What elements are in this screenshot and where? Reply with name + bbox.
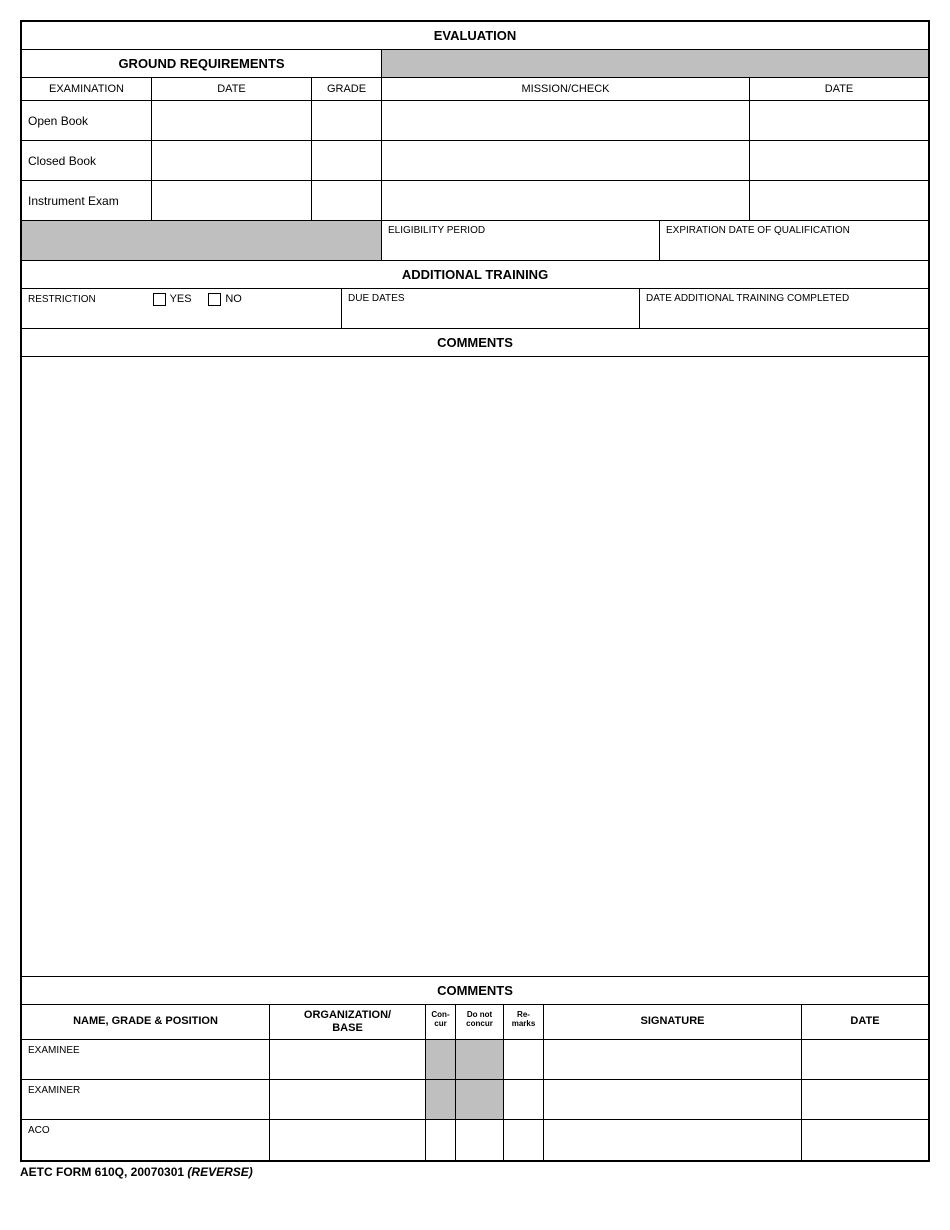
- ground-requirements-header: GROUND REQUIREMENTS: [22, 50, 382, 78]
- sig-aco-label: ACO: [22, 1120, 270, 1160]
- sig-aco-dnc[interactable]: [456, 1120, 504, 1160]
- open-book-mission[interactable]: [382, 101, 750, 141]
- instrument-mission[interactable]: [382, 181, 750, 221]
- closed-book-date2[interactable]: [750, 141, 928, 181]
- evaluation-title: EVALUATION: [22, 22, 928, 50]
- instrument-date2[interactable]: [750, 181, 928, 221]
- expiration-label: EXPIRATION DATE OF QUALIFICATION: [660, 221, 928, 261]
- row-open-book-label: Open Book: [22, 101, 152, 141]
- col-grade: GRADE: [312, 78, 382, 101]
- footer-reverse: (REVERSE): [187, 1165, 252, 1179]
- sig-examiner-date[interactable]: [802, 1080, 928, 1120]
- col-date: DATE: [152, 78, 312, 101]
- instrument-date[interactable]: [152, 181, 312, 221]
- closed-book-date[interactable]: [152, 141, 312, 181]
- restriction-yes-label: YES: [170, 293, 192, 305]
- sig-examiner-remarks[interactable]: [504, 1080, 544, 1120]
- restriction-no-checkbox[interactable]: [208, 293, 221, 306]
- eligibility-grey-spacer: [22, 221, 382, 261]
- ground-req-grey-spacer: [382, 50, 928, 78]
- footer-form-id: AETC FORM 610Q, 20070301: [20, 1165, 184, 1179]
- closed-book-mission[interactable]: [382, 141, 750, 181]
- sig-aco-concur[interactable]: [426, 1120, 456, 1160]
- sig-examiner-signature[interactable]: [544, 1080, 802, 1120]
- eligibility-period-label: ELIGIBILITY PERIOD: [382, 221, 660, 261]
- sig-examiner-label: EXAMINER: [22, 1080, 270, 1120]
- open-book-date2[interactable]: [750, 101, 928, 141]
- sig-examinee-label: EXAMINEE: [22, 1040, 270, 1080]
- restriction-yes-checkbox[interactable]: [153, 293, 166, 306]
- sig-col-date: DATE: [802, 1005, 928, 1040]
- col-date2: DATE: [750, 78, 928, 101]
- comments-title-2: COMMENTS: [22, 977, 928, 1005]
- sig-examiner-dnc: [456, 1080, 504, 1120]
- comments-area[interactable]: [22, 357, 928, 977]
- sig-examinee-dnc: [456, 1040, 504, 1080]
- sig-examinee-date[interactable]: [802, 1040, 928, 1080]
- instrument-grade[interactable]: [312, 181, 382, 221]
- sig-examiner-concur: [426, 1080, 456, 1120]
- sig-col-concur: Con- cur: [426, 1005, 456, 1040]
- form-footer: AETC FORM 610Q, 20070301 (REVERSE): [20, 1162, 930, 1179]
- sig-examinee-remarks[interactable]: [504, 1040, 544, 1080]
- restriction-cell: RESTRICTION YES NO: [22, 289, 342, 329]
- sig-aco-org[interactable]: [270, 1120, 426, 1160]
- sig-col-remarks: Re- marks: [504, 1005, 544, 1040]
- row-closed-book-label: Closed Book: [22, 141, 152, 181]
- row-instrument-label: Instrument Exam: [22, 181, 152, 221]
- sig-examinee-org[interactable]: [270, 1040, 426, 1080]
- sig-aco-remarks[interactable]: [504, 1120, 544, 1160]
- sig-aco-signature[interactable]: [544, 1120, 802, 1160]
- due-dates-cell: DUE DATES: [342, 289, 640, 329]
- sig-aco-date[interactable]: [802, 1120, 928, 1160]
- evaluation-form: EVALUATION GROUND REQUIREMENTS EXAMINATI…: [20, 20, 930, 1162]
- sig-col-org: ORGANIZATION/ BASE: [270, 1005, 426, 1040]
- restriction-no-label: NO: [225, 293, 242, 305]
- sig-examiner-org[interactable]: [270, 1080, 426, 1120]
- sig-examinee-signature[interactable]: [544, 1040, 802, 1080]
- restriction-label: RESTRICTION: [28, 294, 96, 305]
- closed-book-grade[interactable]: [312, 141, 382, 181]
- sig-col-dnc: Do not concur: [456, 1005, 504, 1040]
- sig-col-name: NAME, GRADE & POSITION: [22, 1005, 270, 1040]
- open-book-date[interactable]: [152, 101, 312, 141]
- sig-examinee-concur: [426, 1040, 456, 1080]
- open-book-grade[interactable]: [312, 101, 382, 141]
- sig-col-signature: SIGNATURE: [544, 1005, 802, 1040]
- training-completed-cell: DATE ADDITIONAL TRAINING COMPLETED: [640, 289, 928, 329]
- col-examination: EXAMINATION: [22, 78, 152, 101]
- col-mission-check: MISSION/CHECK: [382, 78, 750, 101]
- comments-title: COMMENTS: [22, 329, 928, 357]
- additional-training-title: ADDITIONAL TRAINING: [22, 261, 928, 289]
